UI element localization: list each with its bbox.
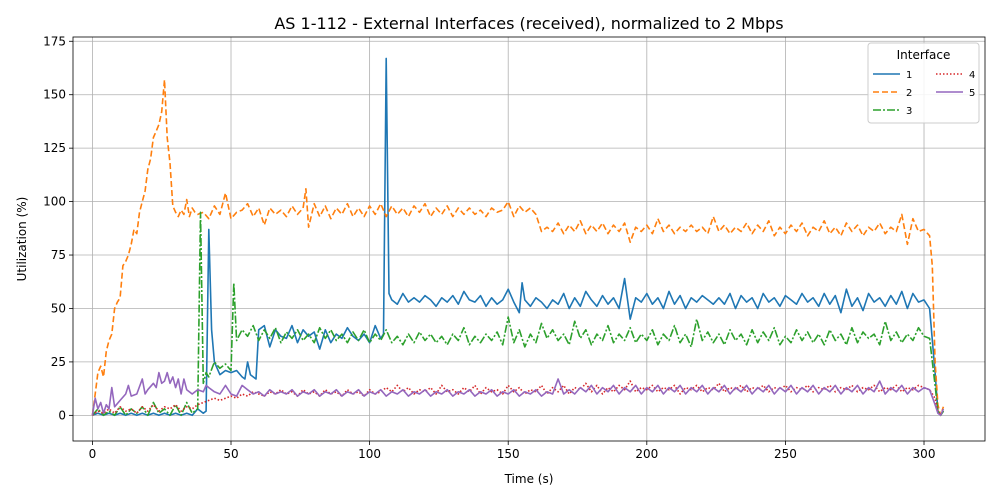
- axis-ticks: 0 50 100 150 200 250 300 0 25 50 75 100 125 150 175: [43, 34, 935, 461]
- x-tick-label: 150: [497, 447, 520, 461]
- y-tick-label: 175: [43, 34, 66, 48]
- legend-label-3: 3: [906, 106, 912, 117]
- legend-title: Interface: [897, 48, 951, 62]
- series-lines: [91, 57, 945, 417]
- y-tick-label: 50: [51, 301, 66, 315]
- y-tick-label: 100: [43, 195, 66, 209]
- x-tick-label: 50: [223, 447, 238, 461]
- y-tick-label: 75: [51, 248, 66, 262]
- y-tick-label: 0: [58, 408, 66, 422]
- x-tick-label: 200: [635, 447, 658, 461]
- series-line-1: [92, 57, 945, 417]
- legend-label-5: 5: [969, 88, 975, 99]
- x-tick-label: 100: [358, 447, 381, 461]
- y-tick-label: 125: [43, 141, 66, 155]
- legend-label-4: 4: [969, 70, 975, 81]
- y-tick-label: 150: [43, 88, 66, 102]
- series-line-2: [91, 79, 945, 417]
- series-line-3: [91, 211, 945, 417]
- legend-label-1: 1: [906, 70, 912, 81]
- y-axis-label: Utilization (%): [15, 197, 29, 282]
- x-tick-label: 0: [89, 447, 97, 461]
- legend: Interface 1 2 3 4 5: [867, 42, 980, 124]
- legend-box: [867, 42, 980, 124]
- x-axis-label: Time (s): [504, 472, 554, 486]
- legend-label-2: 2: [906, 88, 912, 99]
- plot-frame: [72, 36, 986, 442]
- grid-lines: [73, 37, 985, 441]
- series-line-4: [91, 380, 945, 417]
- chart-title: AS 1-112 - External Interfaces (received…: [274, 14, 783, 33]
- series-line-5: [91, 371, 945, 417]
- legend-entries: 1 2 3 4 5: [873, 70, 975, 117]
- y-tick-label: 25: [51, 355, 66, 369]
- x-tick-label: 250: [774, 447, 797, 461]
- x-tick-label: 300: [913, 447, 936, 461]
